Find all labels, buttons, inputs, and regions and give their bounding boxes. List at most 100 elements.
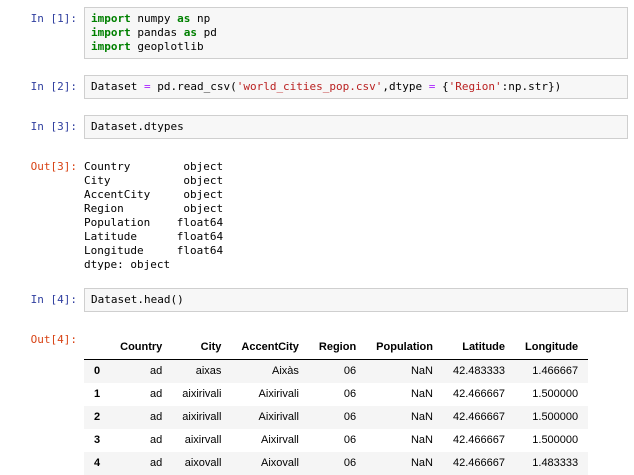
dtypes-output-text: Country object City object AccentCity ob… xyxy=(84,160,224,271)
table-cell: 06 xyxy=(343,365,357,377)
row-index: 0 xyxy=(94,365,101,377)
row-index: 3 xyxy=(94,434,101,446)
code-line: Dataset.head() xyxy=(91,293,621,307)
code-line: import geoplotlib xyxy=(91,40,621,54)
table-cell: aixirivali xyxy=(182,388,222,400)
table-cell: 06 xyxy=(343,388,357,400)
code-token-pl: ,dtype xyxy=(382,80,429,93)
table-cell: NaN xyxy=(410,365,433,377)
input-prompt-2: In [2]: xyxy=(30,80,77,93)
table-row: 2 ad aixirivall Aixirivall 06 NaN 42.466667 1.5… xyxy=(84,406,589,429)
table-row: 3 ad aixirvall Aixirvall 06 NaN 42.466667 1.500… xyxy=(84,429,588,452)
row-index: 4 xyxy=(94,457,101,469)
table-cell: NaN xyxy=(410,457,433,469)
code-token-op: = xyxy=(143,80,151,93)
table-cell: 1.483333 xyxy=(532,457,579,469)
code-token-pl: np xyxy=(190,12,211,25)
code-token-kw: import xyxy=(91,26,131,39)
table-cell: ad xyxy=(150,434,163,446)
code-token-pl: numpy xyxy=(130,12,178,25)
input-prompt-4: In [4]: xyxy=(30,293,77,306)
code-token-pl: Dataset xyxy=(91,80,144,93)
row-index: 2 xyxy=(94,411,101,423)
code-token-pl: pd.read_csv( xyxy=(150,80,237,93)
code-token-pl: pd xyxy=(196,26,217,39)
code-line: import pandas as pd xyxy=(91,26,621,40)
table-cell: 06 xyxy=(343,434,357,446)
table-cell: aixovall xyxy=(184,457,222,469)
table-cell: Aixirvall xyxy=(260,434,299,446)
code-token-kw: as xyxy=(177,12,191,25)
table-cell: Aixirivali xyxy=(258,388,299,400)
code-input-area-1[interactable]: import numpy as np import pandas as pd imp… xyxy=(84,7,628,59)
table-cell: aixirvall xyxy=(184,434,222,446)
code-token-str: 'world_cities_pop.csv' xyxy=(236,80,383,93)
column-header: Region xyxy=(308,336,367,360)
table-cell: 42.483333 xyxy=(453,365,505,377)
code-line: Dataset = pd.read_csv('world_cities_pop.… xyxy=(91,80,621,94)
table-cell: 42.466667 xyxy=(453,457,505,469)
code-token-str: 'Region' xyxy=(448,80,502,93)
code-input-area-4[interactable]: Dataset.head() xyxy=(84,288,628,312)
table-cell: ad xyxy=(150,411,163,423)
column-header: AccentCity xyxy=(231,336,309,360)
table-cell: 06 xyxy=(343,457,357,469)
notebook-output-4: Out[4]: Country City AccentCity Region Popul… xyxy=(0,328,634,475)
notebook-cell-2: In [2]: Dataset = pd.read_csv('world_cit… xyxy=(0,75,634,99)
column-header: Latitude xyxy=(443,336,515,360)
notebook-cell-4: In [4]: Dataset.head() xyxy=(0,288,634,312)
table-cell: ad xyxy=(150,457,163,469)
table-header-row: Country City AccentCity Region Population Lat… xyxy=(84,336,589,360)
table-cell: NaN xyxy=(410,411,433,423)
output-prompt-4: Out[4]: xyxy=(30,333,77,346)
table-cell: 42.466667 xyxy=(453,411,505,423)
code-token-op: = xyxy=(428,80,436,93)
table-cell: ad xyxy=(150,365,163,377)
table-cell: NaN xyxy=(410,388,433,400)
table-cell: Aixirivall xyxy=(258,411,299,423)
code-line: import numpy as np xyxy=(91,12,621,26)
table-cell: 1.500000 xyxy=(532,411,579,423)
output-prompt-3: Out[3]: xyxy=(30,160,77,173)
table-row: 1 ad aixirivali Aixirivali 06 NaN 42.466667 1.5… xyxy=(84,383,588,406)
table-cell: 1.466667 xyxy=(532,365,579,377)
table-cell: 1.500000 xyxy=(532,388,579,400)
table-cell: aixirivall xyxy=(182,411,222,423)
table-cell: 42.466667 xyxy=(453,388,505,400)
table-row: 4 ad aixovall Aixovall 06 NaN 42.466667 1.48333… xyxy=(84,452,589,475)
table-cell: 06 xyxy=(343,411,357,423)
notebook-output-3: Out[3]: Country object City object Accen… xyxy=(0,155,634,272)
code-token-pl: Dataset.head() xyxy=(91,293,184,306)
code-token-pl: geoplotlib xyxy=(130,40,204,53)
column-header xyxy=(84,336,111,360)
column-header: Country xyxy=(110,336,173,360)
table-row: 0 ad aixas Aixàs 06 NaN 42.483333 1.466667 xyxy=(84,359,589,383)
code-token-pl: pandas xyxy=(130,26,184,39)
code-line: Dataset.dtypes xyxy=(91,120,621,134)
code-input-area-2[interactable]: Dataset = pd.read_csv('world_cities_pop.… xyxy=(84,75,628,99)
dataframe-table: Country City AccentCity Region Population Lat… xyxy=(84,336,589,475)
table-cell: ad xyxy=(150,388,163,400)
code-token-pl: { xyxy=(435,80,449,93)
notebook-cell-3: In [3]: Dataset.dtypes xyxy=(0,115,634,139)
input-prompt-1: In [1]: xyxy=(30,12,77,25)
table-cell: aixas xyxy=(195,365,222,377)
column-header: City xyxy=(172,336,232,360)
table-cell: Aixovall xyxy=(260,457,299,469)
table-cell: 42.466667 xyxy=(453,434,505,446)
code-token-pl: :np.str}) xyxy=(501,80,562,93)
code-token-kw: as xyxy=(183,26,197,39)
input-prompt-3: In [3]: xyxy=(30,120,77,133)
code-token-kw: import xyxy=(91,40,131,53)
row-index: 1 xyxy=(94,388,101,400)
notebook-cell-1: In [1]: import numpy as np import pandas … xyxy=(0,7,634,59)
output-area-3: Country object City object AccentCity ob… xyxy=(84,155,634,272)
table-cell: 1.500000 xyxy=(532,434,579,446)
code-token-pl: Dataset.dtypes xyxy=(91,120,184,133)
output-area-4: Country City AccentCity Region Population Lat… xyxy=(84,328,634,475)
table-cell: NaN xyxy=(410,434,433,446)
column-header: Longitude xyxy=(515,336,589,360)
table-cell: Aixàs xyxy=(271,365,299,377)
code-input-area-3[interactable]: Dataset.dtypes xyxy=(84,115,628,139)
